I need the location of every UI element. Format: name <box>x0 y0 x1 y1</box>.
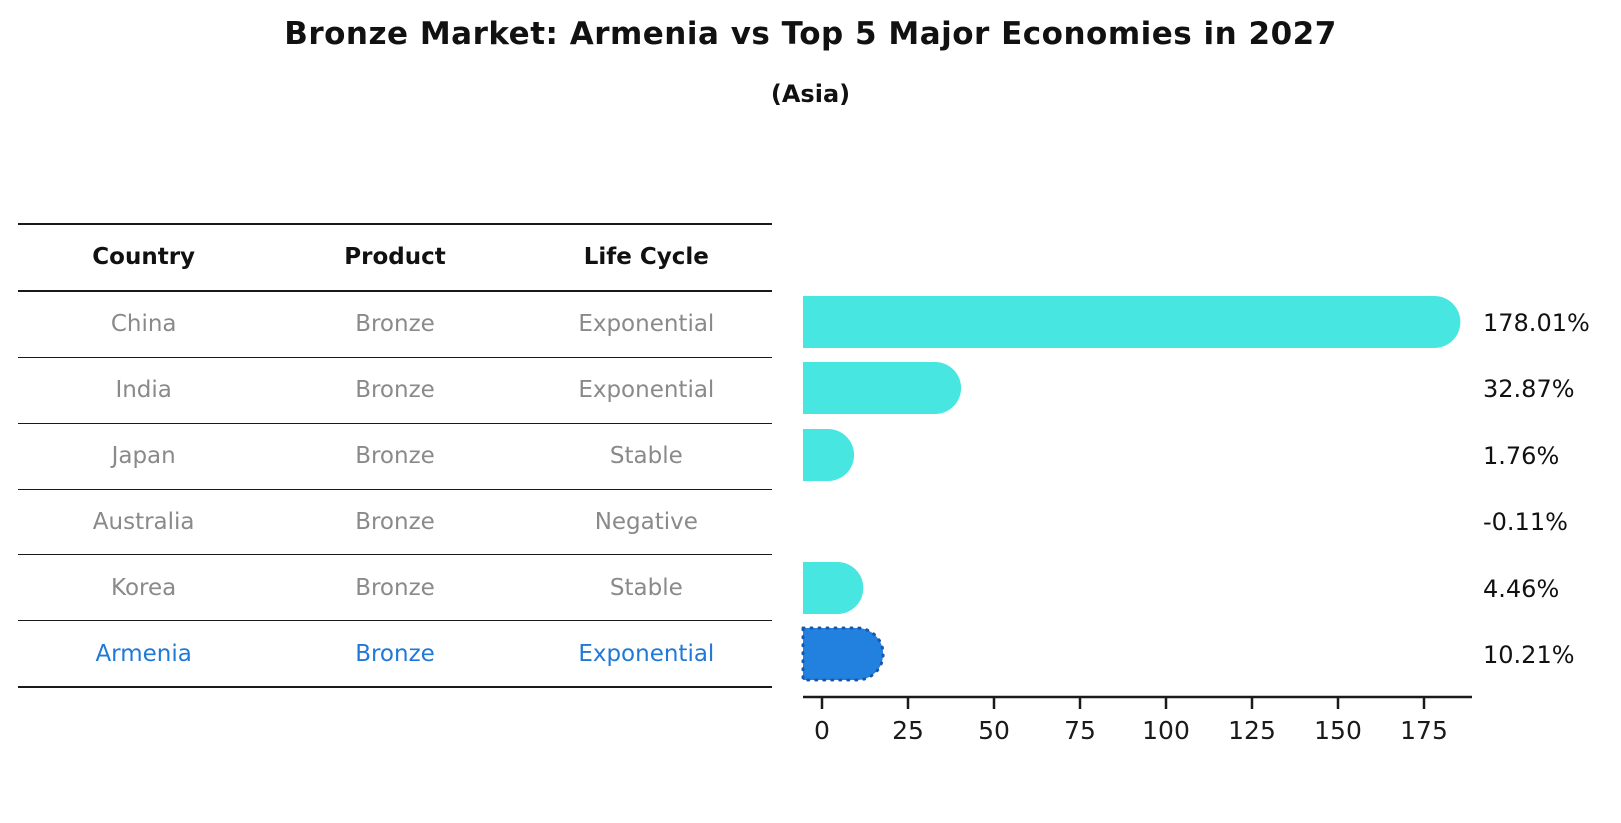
bar-korea <box>803 562 864 614</box>
cell-country: Armenia <box>95 640 192 667</box>
cell-product: Bronze <box>355 377 435 404</box>
value-label-korea: 4.46% <box>1483 575 1559 603</box>
cell-country: China <box>110 311 177 338</box>
table-row-china: China Bronze Exponential <box>18 292 772 358</box>
table-header-row: Country Product Life Cycle <box>18 225 772 292</box>
cell-country: India <box>115 377 172 404</box>
value-label-japan: 1.76% <box>1483 442 1559 470</box>
x-tick-label-150: 150 <box>1314 716 1362 745</box>
table-row-japan: Japan Bronze Stable <box>18 424 772 490</box>
header-country: Country <box>92 244 196 271</box>
value-label-armenia: 10.21% <box>1483 641 1575 669</box>
cell-product: Bronze <box>355 574 435 601</box>
table-row-india: India Bronze Exponential <box>18 358 772 424</box>
cell-product: Bronze <box>355 311 435 338</box>
x-tick-label-50: 50 <box>978 716 1010 745</box>
cell-country: Korea <box>111 574 177 601</box>
cell-life-cycle: Exponential <box>578 377 715 404</box>
cell-product: Bronze <box>355 443 435 470</box>
cell-life-cycle: Negative <box>594 509 698 535</box>
bar-india <box>803 362 962 414</box>
cell-country: Australia <box>92 509 195 535</box>
x-tick-label-175: 175 <box>1400 716 1448 745</box>
cell-life-cycle: Stable <box>609 443 683 470</box>
value-label-india: 32.87% <box>1483 375 1575 403</box>
bar-armenia <box>801 626 885 682</box>
cell-country: Japan <box>111 443 176 470</box>
x-tick-label-100: 100 <box>1142 716 1190 745</box>
cell-life-cycle: Exponential <box>578 640 715 667</box>
table-row-australia: Australia Bronze Negative <box>18 490 772 556</box>
cell-product: Bronze <box>355 509 435 535</box>
table-row-korea: Korea Bronze Stable <box>18 555 772 622</box>
x-tick-label-0: 0 <box>814 716 830 745</box>
table-row-armenia: Armenia Bronze Exponential <box>18 621 772 689</box>
cell-product: Bronze <box>355 640 435 667</box>
value-label-china: 178.01% <box>1483 309 1590 337</box>
bar-japan <box>803 429 855 481</box>
country-table: Country Product Life Cycle China Bronze Ex… <box>18 223 772 689</box>
value-label-australia: -0.11% <box>1483 508 1568 536</box>
bar-china <box>803 296 1461 348</box>
chart-title: Bronze Market: Armenia vs Top 5 Major Ec… <box>284 16 1337 52</box>
cell-life-cycle: Exponential <box>578 311 715 338</box>
cell-life-cycle: Stable <box>609 574 683 601</box>
header-life-cycle: Life Cycle <box>583 244 709 271</box>
chart-subtitle: (Asia) <box>770 80 851 108</box>
x-tick-label-75: 75 <box>1064 716 1096 745</box>
x-tick-label-25: 25 <box>892 716 924 745</box>
x-tick-label-125: 125 <box>1228 716 1276 745</box>
header-product: Product <box>344 244 446 271</box>
